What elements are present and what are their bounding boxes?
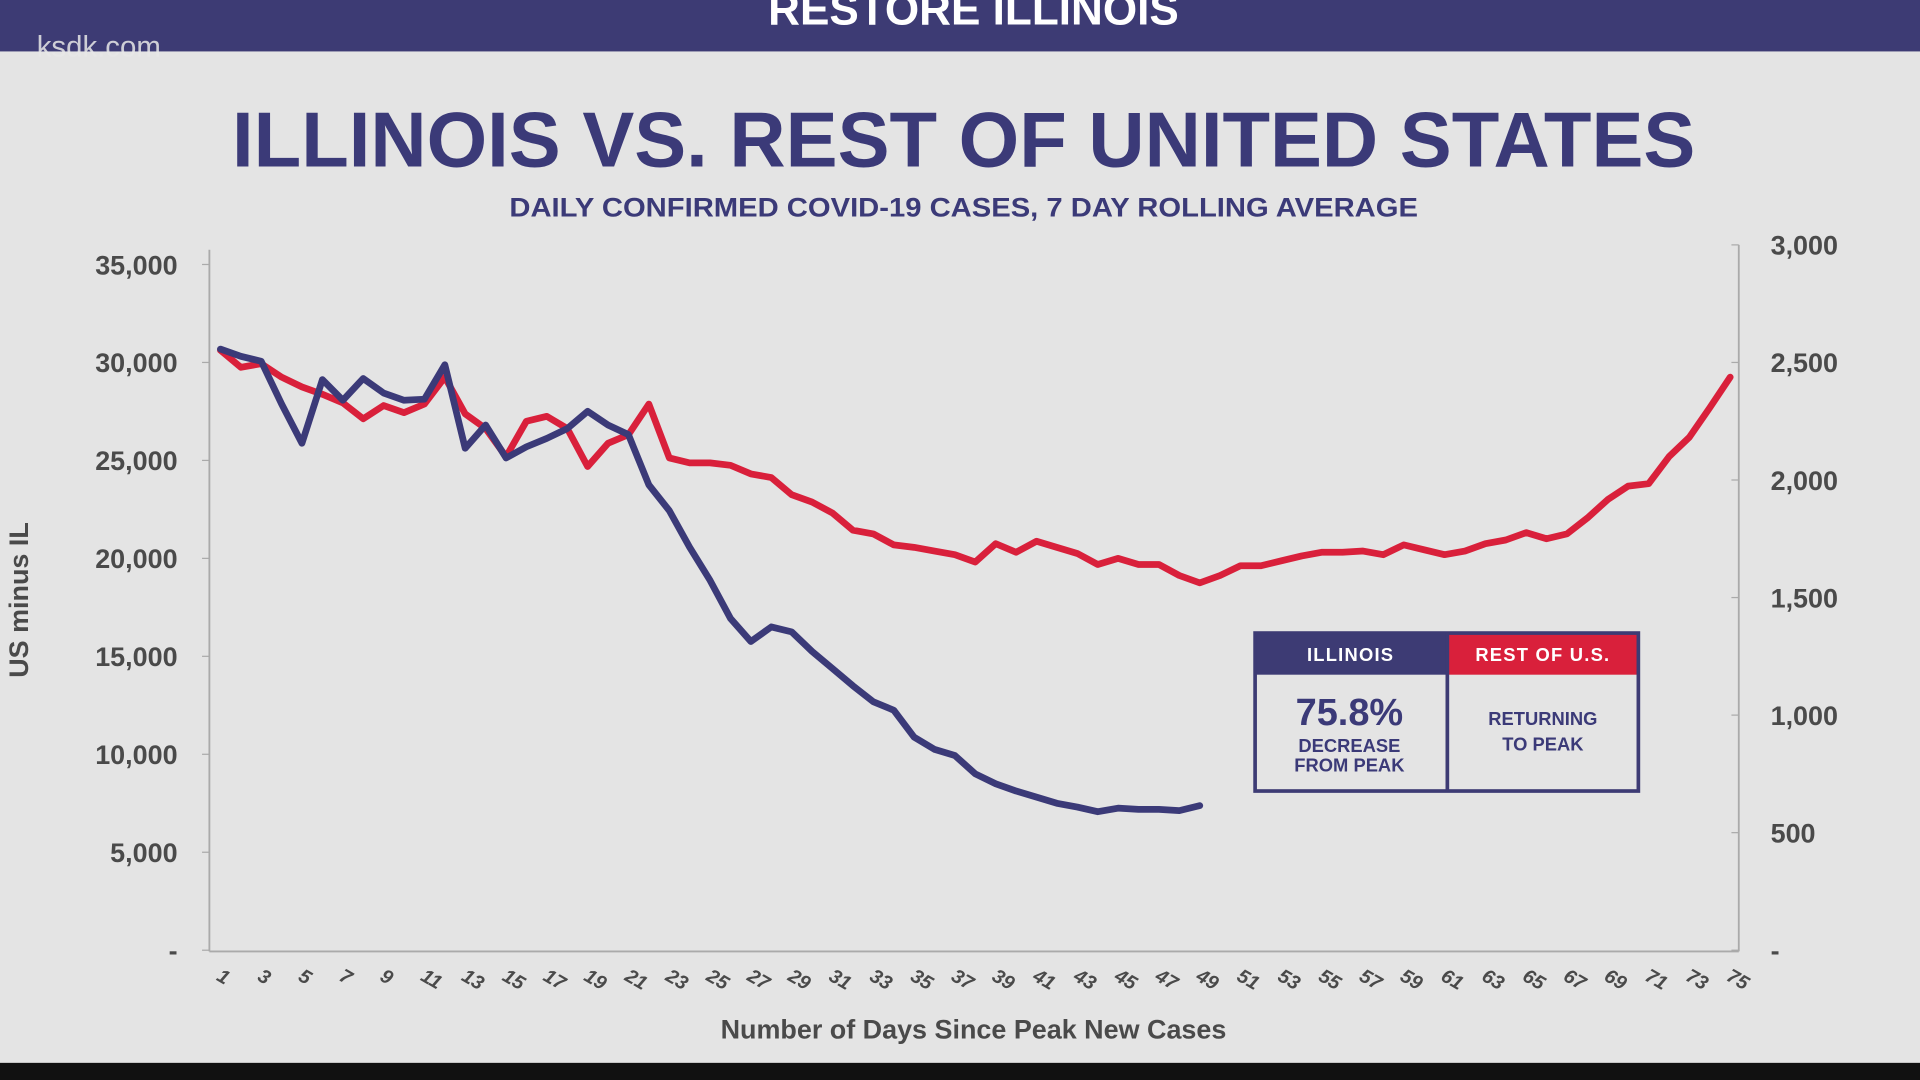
callout-us-line2: TO PEAK (1502, 734, 1584, 755)
banner-title: RESTORE ILLINOIS (768, 0, 1179, 34)
y-right-tick-label: - (1771, 936, 1780, 966)
y-left-tick-label: 10,000 (95, 740, 177, 770)
callout-illinois-header (1253, 633, 1448, 675)
callout-box: ILLINOIS REST OF U.S. 75.8% DECREASE FRO… (1253, 631, 1641, 793)
y-left-tick-label: 15,000 (95, 642, 177, 672)
y-left-tick-label: 35,000 (95, 250, 177, 280)
y-left-tick-label: 20,000 (95, 544, 177, 574)
watermark: ksdk.com (37, 30, 161, 63)
chart-title: ILLINOIS VS. REST OF UNITED STATES (232, 96, 1695, 184)
callout-illinois-label: ILLINOIS (1307, 644, 1394, 665)
callout-illinois-line1: DECREASE (1298, 735, 1400, 756)
y-axis-label: US minus IL (4, 522, 34, 678)
series-line-rest-of-u-s (217, 346, 1734, 587)
y-right-tick-label: 1,500 (1771, 583, 1838, 613)
y-left-tick-label: 25,000 (95, 446, 177, 476)
callout-illinois-line2: FROM PEAK (1294, 754, 1405, 775)
y-left-tick-label: 5,000 (110, 838, 177, 868)
callout-us-label: REST OF U.S. (1475, 644, 1610, 665)
x-axis-label: Number of Days Since Peak New Cases (721, 1014, 1227, 1044)
y-right-tick-label: 1,000 (1771, 701, 1838, 731)
callout-us-header (1447, 633, 1640, 675)
callout-us-line1: RETURNING (1488, 708, 1597, 729)
y-left-tick-label: - (169, 936, 178, 966)
y-right-tick-label: 500 (1771, 818, 1816, 848)
callout-illinois-value: 75.8% (1296, 692, 1404, 734)
y-right-tick-label: 2,500 (1771, 348, 1838, 378)
series-line-illinois (217, 345, 1204, 816)
y-right-tick-label: 2,000 (1771, 466, 1838, 496)
y-left-tick-label: 30,000 (95, 348, 177, 378)
bottom-bar (0, 1062, 1920, 1080)
y-right-tick-label: 3,000 (1771, 231, 1838, 261)
chart-subtitle: DAILY CONFIRMED COVID-19 CASES, 7 DAY RO… (509, 193, 1418, 223)
banner (0, 0, 1920, 52)
